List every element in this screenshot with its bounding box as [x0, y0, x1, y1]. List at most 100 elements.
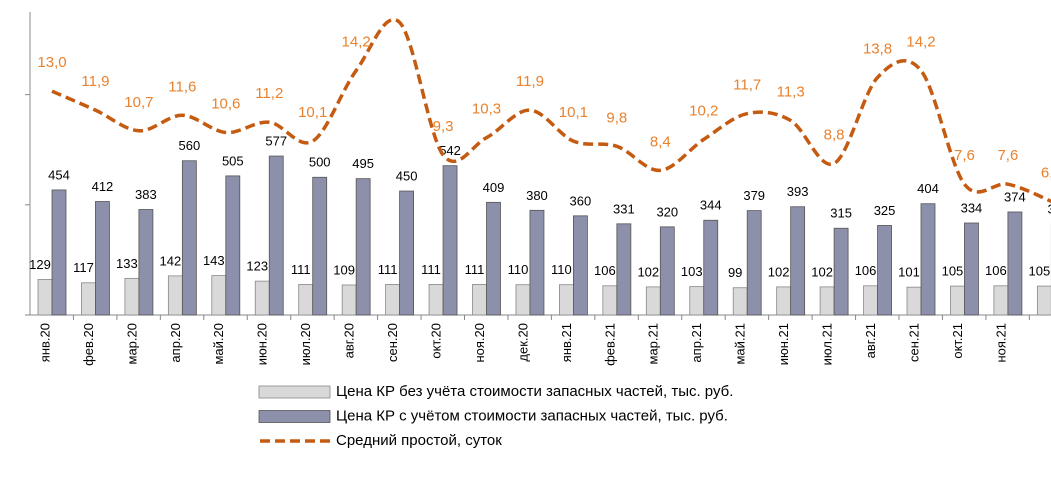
bar — [529, 209, 545, 316]
bar-value-label: 315 — [830, 206, 852, 221]
x-tick-label: окт.20 — [428, 323, 443, 359]
bar-value-label: 379 — [743, 188, 765, 203]
bar — [616, 223, 632, 316]
bar-value-label: 374 — [1004, 189, 1026, 204]
bar — [138, 209, 154, 316]
bar — [1036, 285, 1051, 316]
bar — [225, 175, 241, 316]
bar — [442, 165, 458, 316]
bar — [732, 287, 748, 316]
bar — [167, 275, 183, 316]
bar — [95, 201, 110, 316]
bar-value-label: 325 — [874, 203, 896, 218]
x-tick-label: сен.21 — [906, 323, 921, 362]
bar-value-label: 109 — [333, 262, 355, 277]
line-value-label: 14,2 — [906, 34, 935, 51]
x-tick-label: сен.20 — [385, 323, 400, 362]
bar — [399, 190, 415, 316]
bar-value-label: 111 — [291, 262, 311, 277]
x-tick-label: апр.20 — [168, 323, 183, 363]
line-value-label: 13,0 — [37, 54, 66, 71]
x-tick-label: июл.21 — [820, 323, 835, 365]
bar — [37, 279, 53, 316]
line-value-label: 10,1 — [298, 104, 327, 121]
line-value-label: 7,6 — [997, 147, 1018, 164]
bar — [746, 210, 762, 316]
line-value-label: 14,2 — [342, 34, 371, 51]
line-value-label: 11,9 — [81, 73, 109, 90]
bar — [124, 277, 140, 316]
x-tick-label: фев.20 — [81, 323, 96, 366]
x-tick-label: июн.21 — [776, 323, 791, 365]
bar — [211, 275, 227, 316]
bar — [863, 285, 878, 316]
bar-value-label: 495 — [352, 156, 374, 171]
bar-value-label: 110 — [508, 262, 529, 277]
line-value-label: 13,8 — [863, 40, 892, 57]
line-value-label: 11,9 — [516, 73, 544, 90]
bar-value-label: 393 — [787, 184, 809, 199]
x-tick-label: окт.21 — [950, 323, 965, 359]
bar-value-label: 500 — [309, 155, 331, 170]
bar-value-label: 102 — [637, 264, 659, 279]
line-value-label: 11,6 — [168, 78, 196, 95]
bar — [703, 219, 719, 316]
bar-value-label: 404 — [917, 181, 939, 196]
bar — [790, 206, 806, 316]
bar — [298, 284, 314, 316]
bar-value-label: 577 — [265, 134, 287, 149]
bar-value-label: 142 — [159, 253, 181, 268]
bar — [385, 284, 401, 316]
bar-value-label: 560 — [178, 138, 200, 153]
legend-swatch — [258, 385, 331, 399]
bar-value-label: 102 — [768, 264, 790, 279]
bar-value-label: 133 — [116, 256, 138, 271]
bar-value-label: 143 — [203, 253, 225, 268]
bar-value-label: 412 — [92, 179, 114, 194]
line-value-label: 9,3 — [433, 118, 454, 135]
x-tick-label: май.20 — [211, 323, 226, 365]
bar-value-label: 331 — [613, 201, 635, 216]
legend-swatch — [258, 410, 331, 423]
bar-value-label: 450 — [396, 168, 418, 183]
bar — [689, 286, 705, 316]
bar-value-label: 505 — [222, 153, 244, 168]
bar — [355, 178, 371, 316]
line-value-label: 11,3 — [777, 83, 805, 100]
line-value-label: 11,7 — [733, 77, 761, 94]
line-value-label: 6,6 — [1041, 164, 1051, 181]
bar — [819, 286, 835, 316]
bar — [964, 222, 979, 316]
bar-value-label: 106 — [985, 263, 1007, 278]
x-tick-label: ноя.20 — [472, 323, 487, 363]
bar — [1007, 211, 1023, 316]
line-value-label: 10,2 — [689, 102, 718, 119]
bar — [950, 285, 965, 316]
bar-value-label: 101 — [898, 265, 920, 280]
x-tick-label: май.21 — [733, 323, 748, 365]
bar — [645, 286, 661, 316]
x-tick-label: июн.20 — [255, 323, 270, 365]
legend-label: Цена КР с учётом стоимости запасных част… — [336, 407, 728, 424]
bar-value-label: 454 — [48, 167, 70, 182]
bar — [906, 286, 922, 316]
bar — [515, 284, 531, 316]
bar-value-label: 129 — [29, 257, 51, 272]
x-tick-label: июл.20 — [298, 323, 313, 365]
bar-value-label: 334 — [961, 200, 983, 215]
legend-label: Средний простой, суток — [336, 432, 502, 449]
bar-value-label: 111 — [378, 262, 398, 277]
bar — [920, 203, 936, 316]
x-tick-label: авг.21 — [863, 323, 878, 358]
bar-value-label: 103 — [681, 264, 703, 279]
bar-value-label: 117 — [73, 260, 94, 275]
bar — [993, 285, 1009, 316]
bar — [428, 284, 444, 316]
bar-value-label: 409 — [483, 180, 505, 195]
bar-value-label: 106 — [594, 263, 616, 278]
bar-value-label: 99 — [728, 265, 742, 280]
bar-value-label: 111 — [465, 262, 485, 277]
bar-value-label: 106 — [855, 263, 877, 278]
